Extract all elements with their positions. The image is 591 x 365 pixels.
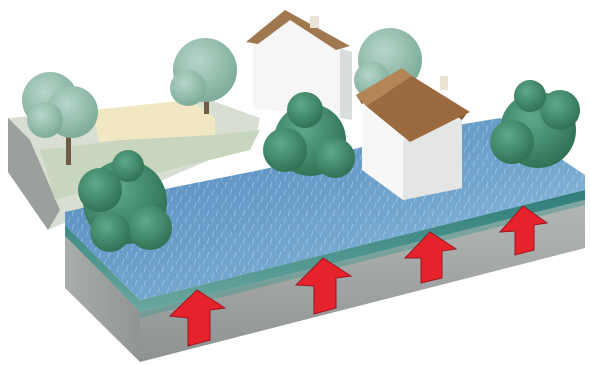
arrow-4 [498,205,549,256]
tree-center [263,92,355,178]
soil-block [65,200,585,362]
arrows [168,205,549,347]
tree-back-center [170,38,237,114]
house-back [246,10,352,120]
arrow-2 [294,257,353,315]
tree-back-left [22,72,98,165]
tree-front-left [78,150,172,252]
arrow-1 [168,289,227,347]
path [92,100,215,145]
tree-right [490,80,580,168]
house-front [356,68,470,200]
arrow-3 [403,231,458,284]
